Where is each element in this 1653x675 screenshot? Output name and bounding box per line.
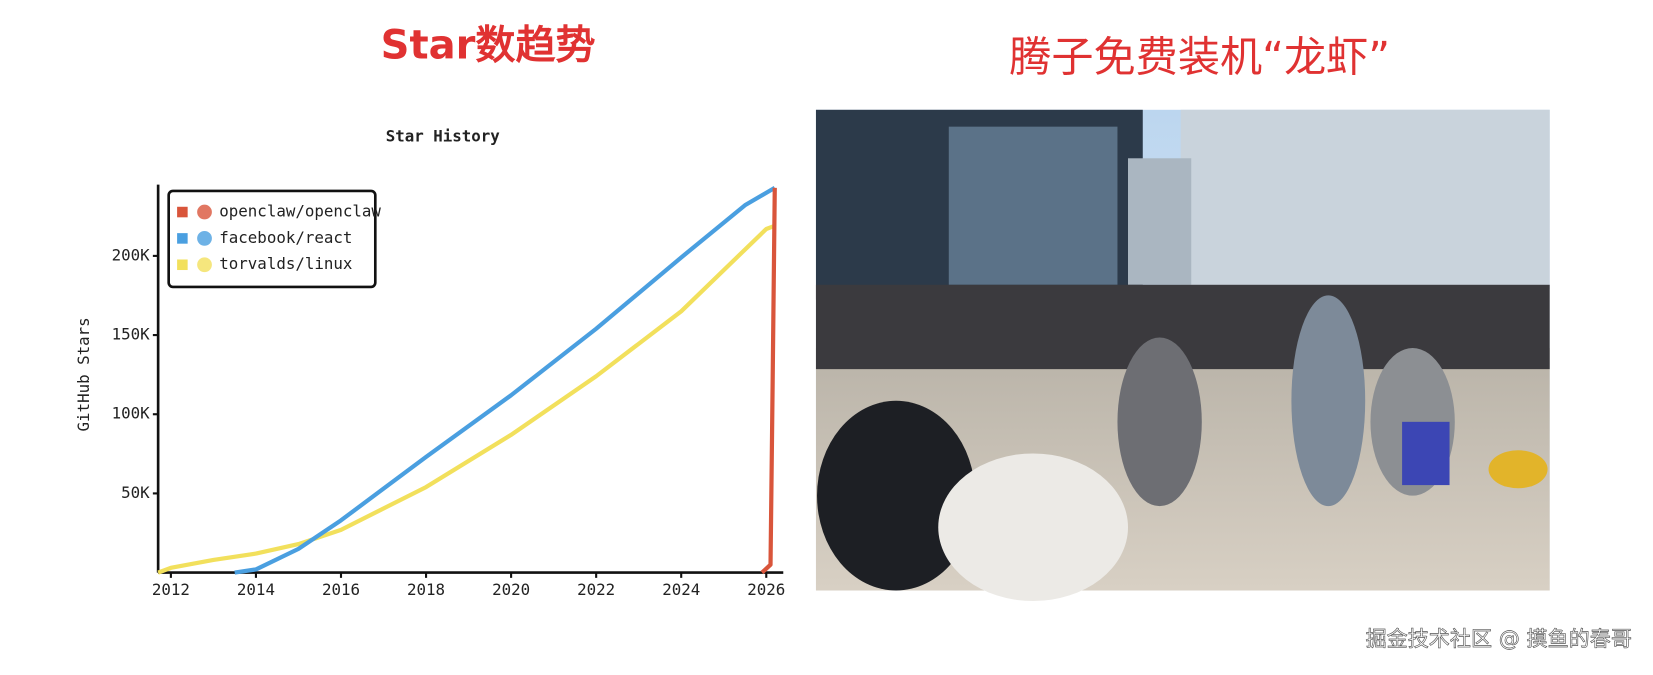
left-heading: Star数趋势 <box>381 23 596 69</box>
photo-object <box>1488 450 1548 489</box>
x-tick-label: 2018 <box>407 580 445 599</box>
photo-building <box>1128 158 1192 285</box>
legend-swatch <box>177 233 188 244</box>
y-tick-label: 150K <box>112 325 151 344</box>
photo-person <box>817 400 976 591</box>
photo <box>815 109 1550 602</box>
right-heading: 腾子免费装机“龙虾” <box>1009 33 1390 82</box>
photo-person <box>1117 337 1202 507</box>
watermark: 掘金技术社区 @ 摸鱼的春哥 <box>1366 626 1632 651</box>
y-tick-label: 200K <box>112 245 151 264</box>
y-tick-label: 100K <box>112 404 151 423</box>
legend-swatch <box>177 259 188 271</box>
x-tick-label: 2024 <box>662 580 700 599</box>
x-tick-label: 2026 <box>747 580 785 599</box>
series-line <box>234 185 776 575</box>
legend-icon <box>197 231 212 246</box>
legend-label: openclaw/openclaw <box>219 202 381 221</box>
legend-icon <box>197 204 212 220</box>
x-tick-label: 2022 <box>577 580 615 599</box>
legend-label: torvalds/linux <box>219 254 352 273</box>
x-tick-label: 2020 <box>492 580 530 599</box>
series-line <box>760 187 777 575</box>
legend-label: facebook/react <box>219 228 352 247</box>
photo-building <box>1180 109 1550 290</box>
x-tick-label: 2012 <box>152 580 190 599</box>
photo-glass <box>948 126 1118 285</box>
legend: openclaw/openclaw facebook/react torvalds/… <box>167 189 381 289</box>
legend-box <box>167 189 377 289</box>
y-tick-label: 50K <box>121 483 150 502</box>
x-tick-label: 2014 <box>237 580 275 599</box>
chart-title: Star History <box>386 127 501 146</box>
photo-person <box>1291 295 1366 507</box>
series-line <box>157 223 776 575</box>
chart: Star History GitHub Stars 50K 100K 150K 200K 2… <box>74 127 785 599</box>
photo-person <box>938 453 1129 602</box>
y-axis-label: GitHub Stars <box>74 317 93 431</box>
photo-bag <box>1402 421 1450 486</box>
legend-swatch <box>177 206 188 218</box>
x-tick-label: 2016 <box>322 580 360 599</box>
legend-icon <box>197 257 212 273</box>
